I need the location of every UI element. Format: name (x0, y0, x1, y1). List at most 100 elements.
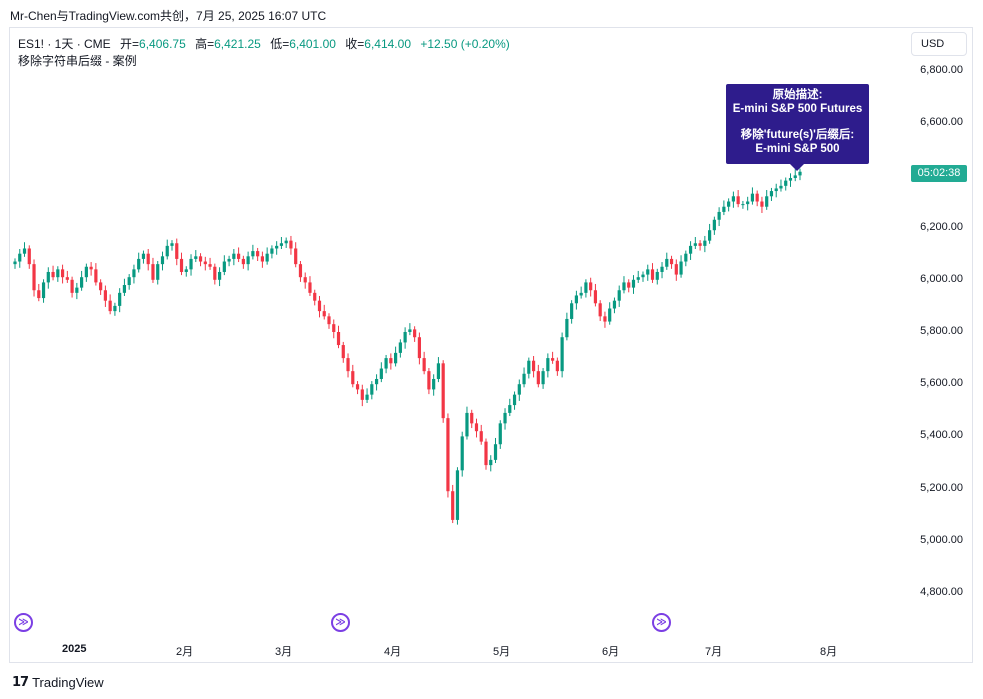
candle-body (403, 332, 407, 343)
candle-body (146, 253, 150, 265)
candle-body (612, 300, 617, 309)
candle-body (360, 389, 364, 400)
candle-body (46, 271, 50, 283)
candle-body (465, 412, 469, 437)
candle-body (265, 253, 269, 262)
candle-body (574, 295, 578, 304)
candle-body (322, 311, 326, 317)
candle-body (246, 256, 250, 265)
candle-body (665, 258, 669, 267)
candle-body (479, 431, 483, 442)
low-value: 6,401.00 (289, 37, 336, 51)
brand-footer[interactable]: 𝟭𝟳 TradingView (12, 674, 104, 690)
candle-body (755, 193, 759, 202)
open-label: 开= (120, 37, 140, 51)
candle-body (470, 412, 474, 424)
candle-body (374, 378, 379, 385)
y-tick-label: 5,400.00 (920, 429, 963, 442)
candle-body (13, 261, 17, 265)
candle-body (455, 470, 460, 520)
close-value: 6,414.00 (364, 37, 411, 51)
candle-body (422, 358, 426, 372)
candle-body (227, 258, 231, 262)
candle-body (769, 191, 774, 197)
candle-body (722, 206, 726, 212)
candle-body (622, 282, 626, 291)
candle-body (717, 211, 721, 220)
candle-body (736, 196, 740, 205)
symbol-title[interactable]: ES1! · 1天 · CME (18, 37, 111, 51)
candle-body (27, 248, 31, 265)
candle-body (508, 405, 512, 413)
candle-body (327, 316, 331, 325)
candle-body (598, 303, 602, 317)
candle-body (498, 423, 502, 445)
candle-body (103, 290, 107, 301)
candle-body (60, 269, 65, 278)
candle-body (313, 292, 317, 301)
high-value: 6,421.25 (214, 37, 261, 51)
candle-body (260, 256, 264, 262)
candle-body (531, 360, 536, 372)
candle-body (118, 292, 122, 306)
candle-body (679, 261, 683, 275)
candle-body (355, 384, 360, 390)
candle-body (584, 282, 588, 293)
candle-body (341, 345, 345, 359)
candle-body (298, 264, 303, 278)
candle-body (289, 240, 293, 249)
candle-body (122, 285, 127, 293)
candle-body (41, 282, 46, 299)
x-tick-label: 3月 (275, 646, 293, 658)
symbol-legend[interactable]: ES1! · 1天 · CME 开=6,406.75 高=6,421.25 低=… (18, 35, 510, 52)
candle-body (241, 258, 245, 265)
candle-body (688, 245, 693, 254)
candle-body (608, 308, 612, 322)
candle-body (151, 264, 155, 280)
note-line-3: 移除'future(s)'后缀后: (740, 129, 855, 141)
candle-body (674, 264, 678, 275)
y-tick-label: 6,800.00 (920, 64, 963, 76)
candle-body (484, 441, 488, 466)
candle-body (546, 358, 550, 372)
study-title[interactable]: 移除字符串后缀 - 案例 (18, 54, 137, 68)
currency-button[interactable]: USD (911, 32, 967, 56)
candle-body (527, 360, 531, 374)
x-tick-label: 2月 (176, 646, 194, 658)
candle-body (489, 459, 493, 466)
candle-body (432, 378, 436, 390)
event-marker-icon[interactable]: ≫ (14, 613, 33, 632)
candle-body (275, 245, 279, 249)
candle-body (279, 243, 284, 246)
candle-body (631, 279, 636, 288)
candle-body (750, 193, 755, 202)
candle-body (232, 253, 236, 259)
candle-body (555, 360, 559, 372)
last-price-countdown: 05:02:38 (911, 165, 967, 182)
candle-body (560, 337, 564, 372)
event-marker-icon[interactable]: ≫ (652, 613, 671, 632)
candle-body (727, 201, 731, 207)
candle-body (99, 282, 103, 291)
candle-body (788, 178, 793, 181)
candle-body (746, 201, 750, 205)
candle-body (784, 180, 788, 186)
candle-body (398, 342, 402, 353)
tradingview-logo-icon: 𝟭𝟳 (12, 674, 29, 689)
chart-frame (9, 27, 973, 663)
annotation-note[interactable]: 原始描述: E-mini S&P 500 Futures 移除'future(s… (726, 84, 869, 164)
candle-body (256, 251, 260, 257)
candle-body (189, 258, 193, 270)
candle-body (517, 384, 521, 395)
event-marker-icon[interactable]: ≫ (331, 613, 350, 632)
candle-body (389, 358, 393, 364)
candle-body (184, 269, 188, 272)
candle-body (460, 436, 464, 471)
candle-body (208, 264, 212, 267)
candle-body (84, 266, 88, 278)
y-tick-label: 6,200.00 (920, 220, 963, 233)
candle-body (570, 303, 574, 319)
x-tick-label: 2025 (62, 643, 87, 655)
high-label: 高= (195, 37, 215, 51)
